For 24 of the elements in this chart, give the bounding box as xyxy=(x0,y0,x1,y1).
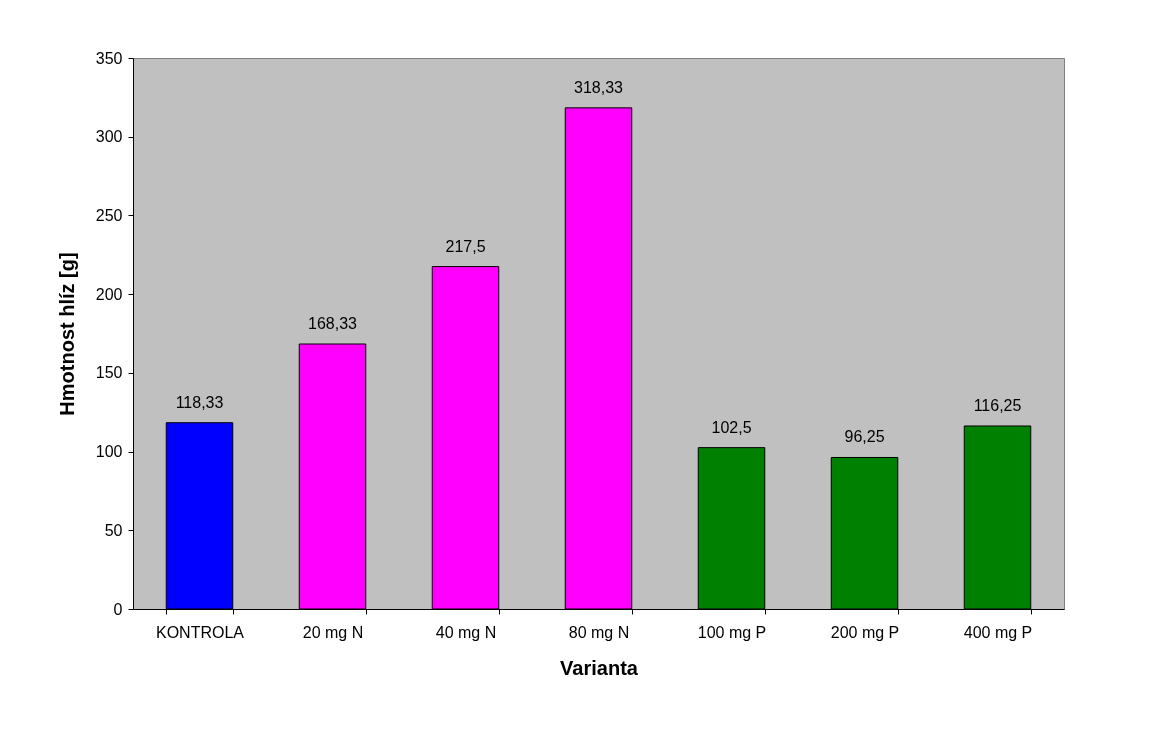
x-axis-title: Varianta xyxy=(560,656,639,679)
y-tick-label: 100 xyxy=(95,443,123,461)
x-tick-label: 400 mg P xyxy=(963,623,1033,641)
x-tick-label: 40 mg N xyxy=(435,623,497,641)
x-tick-label: 200 mg P xyxy=(830,623,900,641)
data-label: 96,25 xyxy=(844,428,885,446)
data-label: 318,33 xyxy=(574,78,624,96)
data-label: 118,33 xyxy=(175,393,224,411)
y-tick-label: 200 xyxy=(95,285,123,303)
y-tick-label: 250 xyxy=(95,206,123,224)
data-label: 217,5 xyxy=(445,237,486,255)
x-tick-label: KONTROLA xyxy=(155,623,245,641)
data-label: 116,25 xyxy=(973,396,1022,414)
x-tick-label: 100 mg P xyxy=(697,623,767,641)
y-tick-label: 0 xyxy=(113,600,123,618)
y-tick-label: 50 xyxy=(104,521,123,539)
y-axis-title: Hmotnost hlíz [g] xyxy=(55,252,78,416)
data-label: 168,33 xyxy=(308,315,358,332)
x-tick-label: 20 mg N xyxy=(302,623,364,641)
y-tick-label: 300 xyxy=(95,128,123,146)
y-tick-label: 350 xyxy=(95,49,123,67)
data-label: 102,5 xyxy=(711,418,752,436)
y-tick-label: 150 xyxy=(95,364,123,382)
x-tick-label: 80 mg N xyxy=(568,623,630,641)
